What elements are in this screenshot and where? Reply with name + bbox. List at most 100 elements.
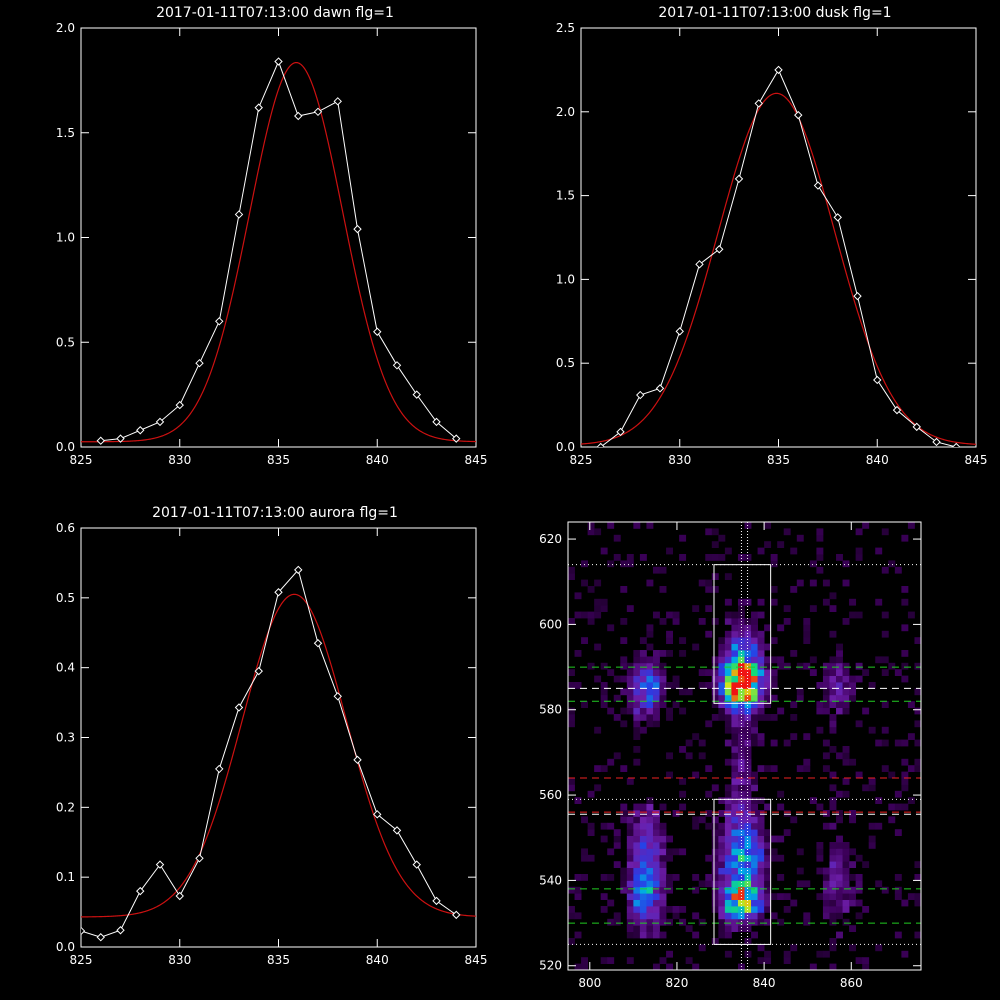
dusk-panel: 2017-01-11T07:13:00 dusk flg=1 825 830 835… <box>556 5 988 467</box>
dusk-ytick-label: 1.5 <box>556 189 575 203</box>
dawn-data-point <box>136 426 145 435</box>
aurora-xtick-label: 845 <box>465 953 488 967</box>
dawn-data-point <box>392 361 402 370</box>
dawn-plot-area <box>81 57 476 445</box>
aurora-data-point <box>353 755 362 765</box>
dusk-frame <box>580 27 977 448</box>
dusk-data-point <box>754 99 763 108</box>
aurora-data-point <box>432 896 441 906</box>
dusk-xtick-label: 845 <box>965 453 988 467</box>
image-xtick-label: 840 <box>753 976 776 990</box>
dawn-ytick-label: 2.0 <box>56 21 75 35</box>
aurora-ytick-label: 0.5 <box>56 591 75 605</box>
aurora-data-point <box>274 588 283 597</box>
dawn-fit-curve <box>81 61 476 443</box>
dusk-ytick-label: 2.5 <box>556 21 575 35</box>
dawn-data-point <box>353 224 362 234</box>
aurora-ytick-label: 0.1 <box>56 870 75 884</box>
dusk-data-point <box>833 213 842 222</box>
dawn-data-point <box>274 57 283 66</box>
dusk-ytick-label: 0.5 <box>556 356 575 370</box>
dusk-data-point <box>734 174 744 184</box>
aurora-data-point <box>116 926 125 935</box>
aurora-title: 2017-01-11T07:13:00 aurora flg=1 <box>152 505 398 521</box>
image-xtick-label: 860 <box>840 976 863 990</box>
dawn-data-point <box>234 210 244 219</box>
dawn-data-point <box>215 317 224 326</box>
dusk-data-point <box>774 65 783 75</box>
dawn-ytick-label: 0.5 <box>56 335 75 349</box>
dusk-data-point <box>675 327 684 336</box>
dawn-data-point <box>96 436 105 445</box>
dawn-ytick-label: 1.5 <box>56 126 75 140</box>
dawn-title: 2017-01-11T07:13:00 dawn flg=1 <box>156 5 394 21</box>
dusk-xtick-label: 825 <box>570 453 593 467</box>
selection-box <box>713 798 772 945</box>
image-ytick-label: 620 <box>539 532 562 546</box>
aurora-fit-curve <box>81 593 476 918</box>
aurora-data-point <box>254 666 263 676</box>
image-panel: 800 820 840 860 520 540 560 580 600 620 <box>539 521 922 990</box>
aurora-data-line <box>81 568 457 938</box>
dawn-data-point <box>432 417 441 427</box>
aurora-xtick-label: 835 <box>267 953 290 967</box>
dawn-xtick-label: 830 <box>168 453 191 467</box>
dusk-data-point <box>655 384 665 393</box>
aurora-ytick-label: 0.6 <box>56 521 75 535</box>
aurora-data-point <box>412 860 421 869</box>
dawn-data-point <box>452 434 461 443</box>
aurora-data-point <box>392 826 402 835</box>
dawn-ytick-label: 1.0 <box>56 231 75 245</box>
aurora-data-point <box>313 639 323 648</box>
dusk-data-point <box>813 181 823 190</box>
dusk-data-point <box>715 245 724 254</box>
dusk-data-point <box>873 375 882 385</box>
aurora-ytick-label: 0.3 <box>56 731 75 745</box>
aurora-data-point <box>294 565 303 575</box>
dawn-data-point <box>116 434 125 443</box>
dusk-data-point <box>596 442 605 447</box>
aurora-data-point <box>195 854 204 863</box>
dawn-data-point <box>373 327 382 336</box>
dawn-xtick-label: 845 <box>465 453 488 467</box>
aurora-data-point <box>234 703 244 712</box>
dusk-ytick-label: 0.0 <box>556 440 575 454</box>
aurora-data-point <box>81 926 86 936</box>
aurora-data-point <box>155 860 165 869</box>
image-ytick-label: 520 <box>539 959 562 973</box>
dawn-xtick-label: 835 <box>267 453 290 467</box>
image-ytick-label: 600 <box>539 617 562 631</box>
aurora-data-point <box>452 910 461 920</box>
dusk-ytick-label: 1.0 <box>556 272 575 286</box>
dusk-data-point <box>912 422 921 432</box>
dusk-data-point <box>952 442 961 447</box>
aurora-data-point <box>373 810 382 819</box>
dusk-data-point <box>636 390 645 400</box>
image-ytick-label: 540 <box>539 873 562 887</box>
dawn-data-point <box>333 97 342 106</box>
dawn-data-point <box>195 358 204 368</box>
dawn-panel: 2017-01-11T07:13:00 dawn flg=1 825 830 835… <box>56 5 488 467</box>
dusk-fit-curve <box>581 92 976 445</box>
dusk-data-line <box>600 68 957 447</box>
image-ytick-label: 560 <box>539 788 562 802</box>
dusk-data-point <box>932 437 941 447</box>
dusk-xtick-label: 840 <box>866 453 889 467</box>
dawn-data-point <box>412 390 421 399</box>
aurora-xtick-label: 840 <box>366 953 389 967</box>
dawn-xtick-label: 840 <box>366 453 389 467</box>
image-frame <box>567 521 922 971</box>
dusk-data-point <box>695 260 704 269</box>
dusk-data-point <box>794 110 803 120</box>
dawn-data-point <box>175 400 184 410</box>
dusk-title: 2017-01-11T07:13:00 dusk flg=1 <box>658 5 891 21</box>
dusk-xtick-label: 835 <box>767 453 790 467</box>
aurora-data-point <box>333 692 342 701</box>
aurora-data-point <box>96 933 105 942</box>
heatmap-image <box>568 522 921 970</box>
dawn-ytick-label: 0.0 <box>56 440 75 454</box>
dusk-xtick-label: 830 <box>668 453 691 467</box>
aurora-data-point <box>215 764 224 774</box>
dawn-data-point <box>294 111 303 121</box>
